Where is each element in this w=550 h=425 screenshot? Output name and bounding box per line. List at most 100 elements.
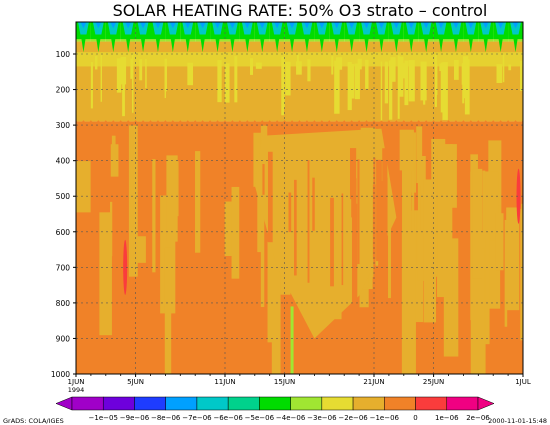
top-band: [423, 22, 430, 29]
top-band: [348, 22, 355, 29]
y-tick-label: 200: [56, 86, 71, 95]
lower-streak: [373, 157, 376, 285]
colorbar-cell: [102, 396, 135, 411]
yellow-streak: [296, 61, 302, 75]
top-band: [154, 22, 161, 29]
yellow-streak: [423, 62, 426, 105]
lower-patch: [128, 125, 138, 277]
lower-streak: [307, 160, 310, 283]
lower-streak: [294, 179, 297, 276]
lower-patch: [195, 151, 201, 253]
colorbar: −1e−05 −9e−06 −8e−06 −7e−06 −6e−06 −5e−06 −4e−…: [55, 396, 495, 422]
yellow-streak: [281, 59, 285, 109]
colorbar-cell: [165, 396, 198, 411]
lower-streak: [312, 177, 315, 231]
yellow-streak: [399, 56, 404, 97]
top-band: [303, 22, 310, 29]
yellow-streak: [347, 62, 352, 111]
x-tick-label: 15JUN: [274, 378, 295, 386]
lower-patch: [271, 244, 281, 374]
yellow-streak: [496, 64, 503, 83]
yellow-streak: [90, 62, 93, 109]
lower-patch: [450, 144, 457, 208]
lower-patch: [488, 205, 501, 309]
top-band: [512, 22, 519, 29]
lower-patch: [111, 135, 116, 159]
yellow-streak: [454, 60, 459, 80]
max-spot: [516, 168, 521, 224]
y-tick-label: 800: [56, 299, 71, 308]
boundary-300: [76, 120, 523, 126]
top-band: [125, 22, 132, 29]
yellow-streak: [116, 58, 122, 93]
yellow-streak: [122, 63, 125, 117]
colorbar-label: −3e−06: [307, 414, 337, 422]
lower-patch: [164, 247, 172, 374]
yellow-streak: [100, 54, 102, 102]
credit-label: GrADS: COLA/IGES: [3, 417, 64, 425]
yellow-streak: [350, 64, 355, 99]
top-band: [95, 22, 102, 29]
colorbar-label: −1e−06: [370, 414, 400, 422]
yellow-streak: [434, 54, 437, 107]
top-band: [363, 22, 370, 29]
lower-patch: [224, 201, 235, 257]
yellow-streak: [217, 60, 222, 103]
top-band: [274, 22, 281, 29]
top-band: [497, 22, 504, 29]
x-tick-label: 1JUL: [515, 378, 531, 386]
yellow-streak: [439, 63, 442, 72]
lower-patch: [257, 170, 264, 253]
yellow-streak: [520, 60, 523, 92]
yellow-streak: [285, 61, 291, 96]
lower-patch: [472, 168, 483, 279]
yellow-streak: [390, 57, 396, 82]
colorbar-cell: [290, 396, 323, 411]
yellow-streak: [380, 61, 383, 121]
yellow-streak: [365, 59, 369, 89]
yellow-streak: [187, 62, 194, 86]
top-band: [199, 22, 206, 29]
lower-patch: [76, 161, 91, 213]
top-band: [467, 22, 474, 29]
top-band: [438, 22, 445, 29]
yellow-streak: [164, 58, 167, 92]
lower-patch: [231, 186, 240, 279]
colorbar-label: −9e−06: [120, 414, 150, 422]
lower-patch: [520, 208, 523, 341]
yellow-streak: [130, 58, 133, 79]
lower-patch: [470, 248, 485, 374]
x-tick-label: 5JUN: [127, 378, 144, 386]
lower-patch: [99, 212, 112, 336]
colorbar-label: −8e−06: [151, 414, 181, 422]
lower-streak: [267, 151, 273, 243]
top-band: [408, 22, 415, 29]
lower-streak: [382, 148, 388, 190]
colorbar-cell: [227, 396, 260, 411]
lower-patch: [504, 219, 508, 327]
yellow-streak: [408, 60, 415, 102]
colorbar-cell: [134, 396, 166, 411]
top-band: [259, 22, 266, 29]
yellow-streak: [461, 64, 467, 85]
y-tick-label: 600: [56, 228, 71, 237]
y-tick-label: 900: [56, 334, 71, 343]
lower-patch: [416, 126, 423, 184]
top-band: [110, 22, 117, 29]
lower-streak: [350, 148, 357, 200]
top-band: [244, 22, 251, 29]
lower-streak: [288, 192, 292, 233]
y-axis: 100 200 300 400 500 600 700 800 900 1000: [51, 50, 76, 379]
lower-patch: [253, 132, 262, 187]
lower-patch: [482, 170, 486, 241]
yellow-streak: [508, 64, 512, 71]
top-band: [289, 22, 296, 29]
top-band: [452, 22, 459, 29]
x-tick-label: 11JUN: [214, 378, 235, 386]
lower-patch: [152, 159, 156, 273]
colorbar-label: −6e−06: [213, 414, 243, 422]
lower-streak: [376, 159, 382, 262]
colorbar-cell: [446, 396, 479, 411]
colorbar-arrow-right: [477, 396, 495, 411]
